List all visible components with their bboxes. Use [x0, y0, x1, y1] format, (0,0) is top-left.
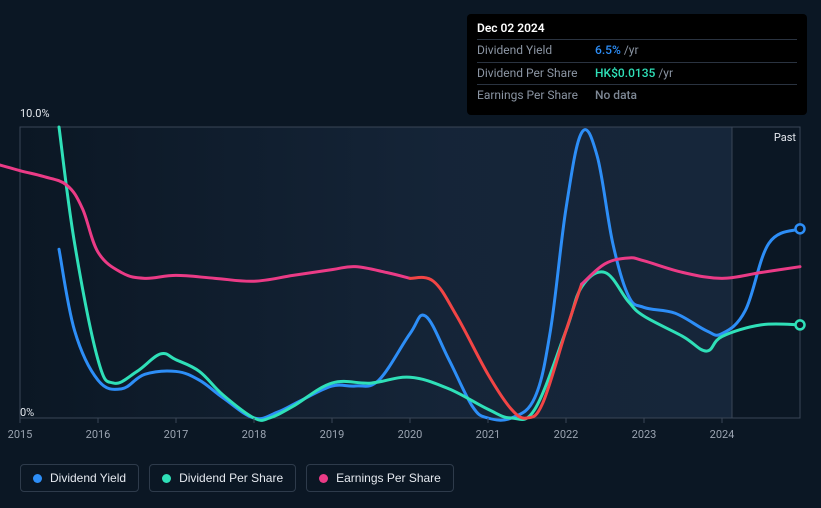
- legend-dot: [33, 474, 42, 483]
- legend-item-dividend-per-share[interactable]: Dividend Per Share: [149, 464, 296, 492]
- legend-label: Dividend Per Share: [179, 471, 283, 485]
- legend-item-dividend-yield[interactable]: Dividend Yield: [20, 464, 139, 492]
- legend-label: Earnings Per Share: [336, 471, 441, 485]
- legend-dot: [162, 474, 171, 483]
- dividend-chart: [0, 0, 821, 460]
- legend-item-earnings-per-share[interactable]: Earnings Per Share: [306, 464, 454, 492]
- chart-legend: Dividend Yield Dividend Per Share Earnin…: [20, 464, 454, 492]
- legend-label: Dividend Yield: [50, 471, 126, 485]
- legend-dot: [319, 474, 328, 483]
